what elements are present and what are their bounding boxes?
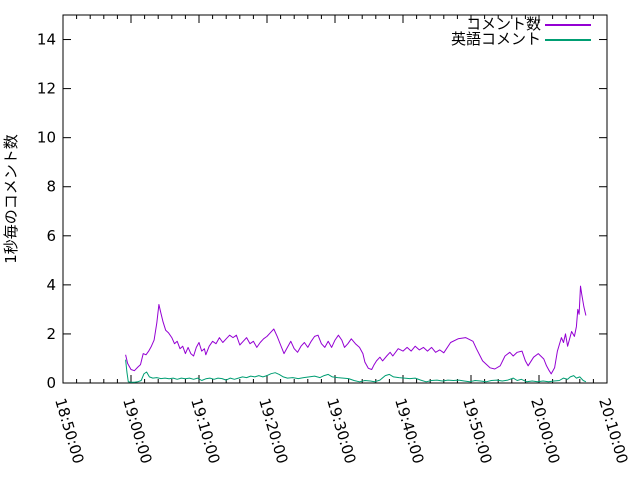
y-axis-title: 1秒毎のコメント数 <box>2 134 20 264</box>
y-tick-label: 10 <box>37 129 56 147</box>
series-layer <box>125 285 587 383</box>
legend-label-2: 英語コメント <box>451 30 541 48</box>
legend-label-1: コメント数 <box>466 15 541 33</box>
y-tick-label: 2 <box>46 325 56 343</box>
y-tick-label: 6 <box>46 227 56 245</box>
y-tick-label: 8 <box>46 178 56 196</box>
y-tick-label: 4 <box>46 276 56 294</box>
y-tick-label: 0 <box>46 374 56 392</box>
y-tick-label: 14 <box>37 31 56 49</box>
y-tick-label: 12 <box>37 80 56 98</box>
series-line-2 <box>125 359 587 383</box>
series-line-1 <box>125 285 587 375</box>
